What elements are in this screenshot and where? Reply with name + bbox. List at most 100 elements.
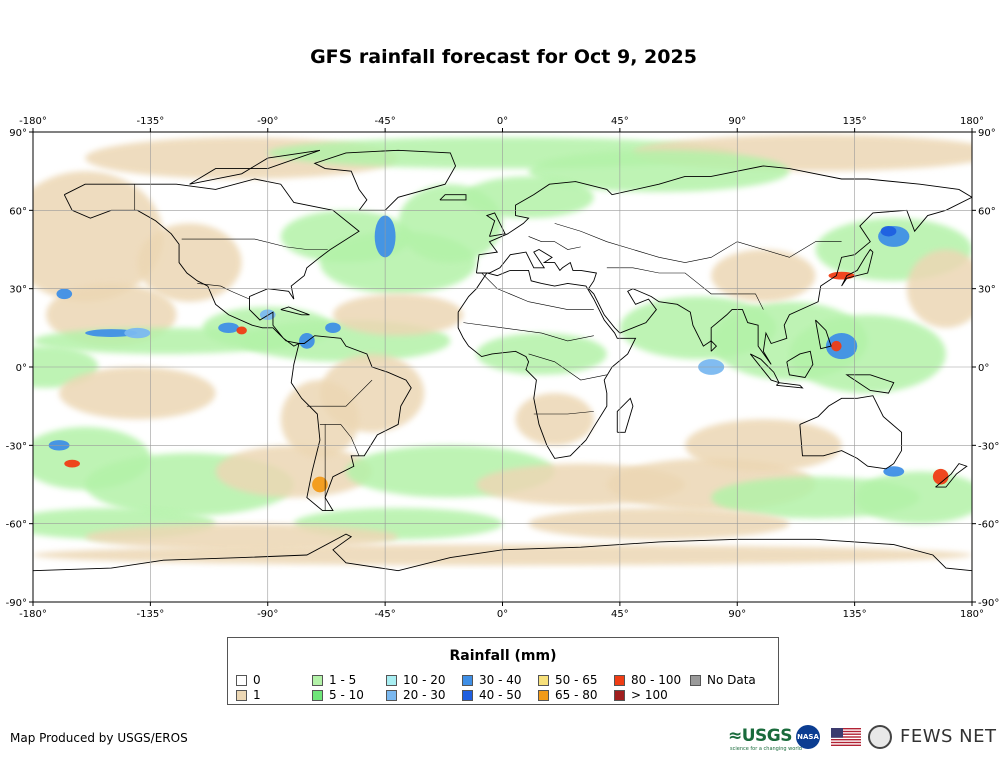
lat-tick-label-right: -30° [978,441,999,452]
legend-label: 80 - 100 [631,673,682,687]
legend-label: > 100 [631,688,668,702]
state-department-seal-icon [868,725,892,749]
rain-intensity-spot [85,329,138,337]
rain-area [137,223,242,302]
coastline [815,319,832,350]
lat-tick-label-right: 0° [978,363,989,374]
lat-tick-label-left: 60° [9,206,27,217]
lon-tick-label-top: -135° [137,116,165,127]
lon-tick-label-top: 135° [843,116,867,127]
country-border [606,267,764,310]
lon-tick-label-top: 180° [960,116,984,127]
country-border [528,353,607,381]
legend-item: 65 - 80 [538,688,598,702]
rain-intensity-spot [56,288,73,300]
rain-intensity-spot [124,327,151,339]
coastline [33,533,972,572]
rain-intensity-spot [932,468,949,485]
legend-label: 0 [253,673,261,687]
legend-item: 30 - 40 [462,673,522,687]
lat-tick-label-left: 30° [9,285,27,296]
rain-area [280,380,360,459]
axis-ticks: -180° -180° -135° -135° -90° -90° -45° -45° 0° 0°… [6,116,1000,620]
country-border [181,238,328,250]
rain-area [528,150,790,193]
rain-intensity-spot [64,459,80,468]
coastline [710,339,718,352]
legend-item: 0 [236,673,261,687]
legend-swatch [386,689,397,701]
lat-tick-label-right: -90° [978,598,999,609]
coastline [616,397,634,433]
rain-area [33,171,164,302]
coastline [313,149,457,211]
nasa-logo: NASA [796,725,820,749]
coastline [935,463,968,488]
lon-tick-label-top: 0° [497,116,508,127]
lat-tick-label-left: -60° [6,520,27,531]
lon-tick-label-bottom: -90° [257,609,278,620]
rain-area [515,393,594,446]
coastline [845,374,895,394]
rain-area [854,471,972,524]
rain-intensity-spot [831,340,842,352]
lat-tick-label-left: 90° [9,128,27,139]
rain-area [789,314,946,394]
country-border [554,223,842,263]
rain-intensity-spot [880,226,897,237]
usgs-tagline: science for a changing world [730,746,802,752]
lat-tick-label-right: 30° [978,285,996,296]
country-borders [33,149,972,572]
legend-item: 40 - 50 [462,688,522,702]
legend-label: 1 - 5 [329,673,357,687]
legend-swatch [462,674,473,686]
legend-swatch [690,674,701,686]
us-flag-icon [831,728,861,746]
lon-tick-label-bottom: 180° [960,609,984,620]
coastline [799,395,903,470]
legend-label: 10 - 20 [403,673,446,687]
lon-tick-label-top: 90° [728,116,746,127]
lon-tick-label-top: -180° [19,116,47,127]
rain-intensity-spot [236,326,247,335]
credit-text: Map Produced by USGS/EROS [10,731,188,745]
legend-item: 80 - 100 [614,673,681,687]
legend-item: 50 - 65 [538,673,598,687]
lon-tick-label-top: 45° [611,116,629,127]
lon-tick-label-top: -90° [257,116,278,127]
coastline [189,149,321,185]
lon-tick-label-top: -45° [374,116,395,127]
lat-tick-label-left: 0° [16,363,27,374]
legend-item: 1 [236,688,261,702]
map-title: GFS rainfall forecast for Oct 9, 2025 [310,46,697,68]
rain-intensity-spot [883,466,905,477]
rain-intensity-spot [218,322,240,334]
coastline [485,212,506,237]
coastline [457,269,637,459]
legend-swatch [614,689,625,701]
rainfall-map: -180° -180° -135° -135° -90° -90° -45° -45° 0° 0°… [6,116,1000,620]
lat-tick-label-right: 90° [978,128,996,139]
legend-label: 65 - 80 [555,688,598,702]
rain-area [476,333,607,375]
coastline [280,306,310,316]
coastline [841,248,874,287]
coastline [749,353,780,384]
legend-swatch [236,689,247,701]
lon-tick-label-bottom: 135° [843,609,867,620]
legend-item: 20 - 30 [386,688,446,702]
rain-area [85,523,399,550]
lat-tick-label-left: -90° [6,598,27,609]
legend-item: 5 - 10 [312,688,364,702]
legend-item: 10 - 20 [386,673,446,687]
legend-label: 30 - 40 [479,673,522,687]
graticule [33,132,972,602]
lon-tick-label-bottom: -135° [137,609,165,620]
lon-tick-label-bottom: 90° [728,609,746,620]
lon-tick-label-bottom: 0° [497,609,508,620]
legend-swatch [386,674,397,686]
legend-swatch [538,674,549,686]
lat-tick-label-right: -60° [978,520,999,531]
fews-net-logo: FEWS NET [900,726,997,747]
